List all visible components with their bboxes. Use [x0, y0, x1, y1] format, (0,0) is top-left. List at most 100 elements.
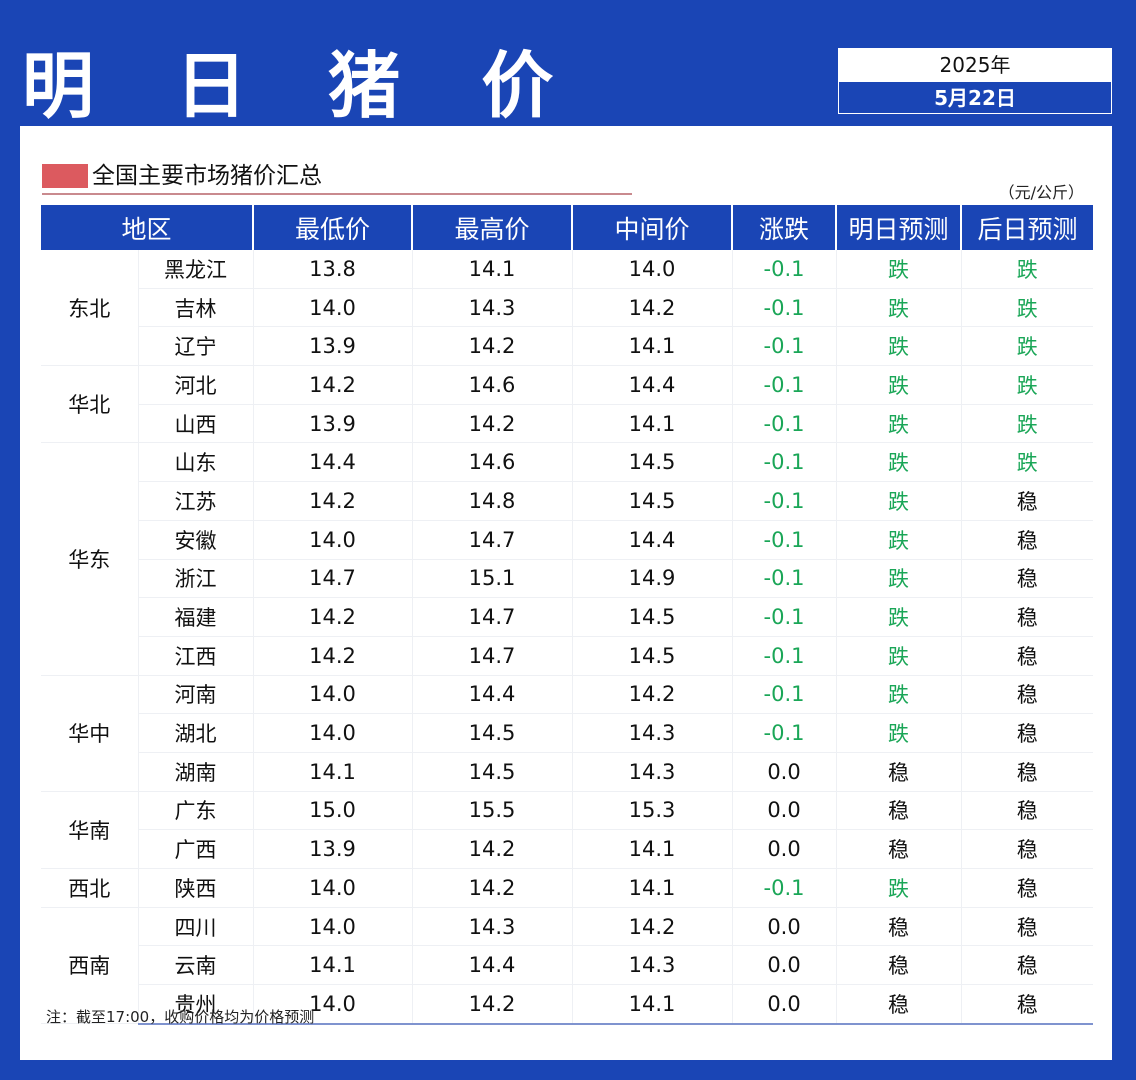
header-region: 地区 [41, 205, 254, 250]
dayafter-forecast-cell: 稳 [961, 559, 1094, 599]
table-row: 贵州 14.0 14.2 14.1 0.0 稳稳 [41, 984, 1094, 1025]
header-low: 最低价 [252, 205, 413, 250]
province-cell: 安徽 [138, 520, 254, 560]
header-mid: 中间价 [571, 205, 733, 250]
dayafter-forecast-cell: 稳 [961, 829, 1094, 869]
region-cell: 华北 [41, 365, 139, 444]
high-price-cell: 14.7 [412, 597, 573, 637]
high-price-cell: 14.2 [412, 868, 573, 908]
mid-price-cell: 14.4 [572, 365, 733, 405]
mid-price-cell: 14.9 [572, 559, 733, 599]
header-high: 最高价 [411, 205, 573, 250]
high-price-cell: 14.7 [412, 636, 573, 676]
low-price-cell: 13.9 [253, 404, 413, 444]
mid-price-cell: 14.0 [572, 250, 733, 289]
header-change: 涨跌 [731, 205, 837, 250]
change-cell: 0.0 [732, 907, 837, 947]
dayafter-forecast-cell: 稳 [961, 868, 1094, 908]
low-price-cell: 13.8 [253, 250, 413, 289]
province-cell: 辽宁 [138, 326, 254, 367]
mid-price-cell: 14.5 [572, 636, 733, 676]
table-row: 江苏 14.2 14.8 14.5 -0.1 跌稳 [41, 481, 1094, 521]
table-row: 西北 陕西 14.0 14.2 14.1 -0.1 跌稳 [41, 868, 1094, 908]
low-price-cell: 14.2 [253, 597, 413, 637]
table-header-row: 地区 最低价 最高价 中间价 涨跌 明日预测 后日预测 [41, 205, 1094, 250]
dayafter-forecast-cell: 稳 [961, 481, 1094, 521]
low-price-cell: 14.0 [253, 713, 413, 753]
dayafter-forecast-cell: 稳 [961, 597, 1094, 637]
high-price-cell: 14.3 [412, 907, 573, 947]
region-cell: 华东 [41, 442, 139, 676]
change-cell: -0.1 [732, 442, 837, 483]
change-cell: -0.1 [732, 326, 837, 367]
tomorrow-forecast-cell: 跌 [836, 713, 962, 753]
high-price-cell: 14.7 [412, 520, 573, 560]
change-cell: -0.1 [732, 520, 837, 560]
table-row: 湖北 14.0 14.5 14.3 -0.1 跌稳 [41, 713, 1094, 753]
tomorrow-forecast-cell: 跌 [836, 442, 962, 483]
high-price-cell: 14.5 [412, 713, 573, 753]
high-price-cell: 14.8 [412, 481, 573, 521]
mid-price-cell: 14.5 [572, 481, 733, 521]
table-row: 福建 14.2 14.7 14.5 -0.1 跌稳 [41, 597, 1094, 637]
table-row: 江西 14.2 14.7 14.5 -0.1 跌稳 [41, 636, 1094, 676]
table-row: 华中 河南 14.0 14.4 14.2 -0.1 跌稳 [41, 675, 1094, 792]
table-row: 云南 14.1 14.4 14.3 0.0 稳稳 [41, 945, 1094, 986]
tomorrow-forecast-cell: 跌 [836, 636, 962, 676]
mid-price-cell: 14.4 [572, 520, 733, 560]
mid-price-cell: 14.5 [572, 442, 733, 483]
table-row: 安徽 14.0 14.7 14.4 -0.1 跌稳 [41, 520, 1094, 560]
tomorrow-forecast-cell: 跌 [836, 481, 962, 521]
low-price-cell: 14.0 [253, 520, 413, 560]
table-row: 华北 河北 14.2 14.6 14.4 -0.1 跌跌 [41, 365, 1094, 444]
mid-price-cell: 14.5 [572, 597, 733, 637]
low-price-cell: 14.2 [253, 365, 413, 405]
region-cell: 华南 [41, 791, 139, 870]
province-cell: 江西 [138, 636, 254, 676]
change-cell: -0.1 [732, 868, 837, 908]
table-row: 浙江 14.7 15.1 14.9 -0.1 跌稳 [41, 559, 1094, 599]
dayafter-forecast-cell: 稳 [961, 945, 1094, 986]
date-year: 2025年 [838, 48, 1112, 82]
price-table: 地区 最低价 最高价 中间价 涨跌 明日预测 后日预测 东北 黑龙江 13.8 14.… [41, 205, 1094, 1025]
tomorrow-forecast-cell: 跌 [836, 868, 962, 908]
mid-price-cell: 14.1 [572, 326, 733, 367]
change-cell: -0.1 [732, 675, 837, 715]
high-price-cell: 14.2 [412, 404, 573, 444]
province-cell: 黑龙江 [138, 250, 254, 289]
table-row: 山西 13.9 14.2 14.1 -0.1 跌跌 [41, 404, 1094, 444]
dayafter-forecast-cell: 稳 [961, 520, 1094, 560]
province-cell: 山西 [138, 404, 254, 444]
tomorrow-forecast-cell: 稳 [836, 752, 962, 792]
low-price-cell: 13.9 [253, 829, 413, 869]
province-cell: 贵州 [138, 984, 254, 1025]
tomorrow-forecast-cell: 跌 [836, 404, 962, 444]
low-price-cell: 14.7 [253, 559, 413, 599]
province-cell: 湖北 [138, 713, 254, 753]
high-price-cell: 14.3 [412, 288, 573, 328]
change-cell: -0.1 [732, 597, 837, 637]
dayafter-forecast-cell: 稳 [961, 752, 1094, 792]
province-cell: 浙江 [138, 559, 254, 599]
dayafter-forecast-cell: 稳 [961, 791, 1094, 831]
mid-price-cell: 15.3 [572, 791, 733, 831]
province-cell: 四川 [138, 907, 254, 947]
table-row: 华东 山东 14.4 14.6 14.5 -0.1 跌跌 [41, 442, 1094, 676]
table-row: 西南 四川 14.0 14.3 14.2 0.0 稳稳 [41, 907, 1094, 1025]
mid-price-cell: 14.1 [572, 868, 733, 908]
province-cell: 河北 [138, 365, 254, 405]
high-price-cell: 14.4 [412, 675, 573, 715]
change-cell: -0.1 [732, 365, 837, 405]
mid-price-cell: 14.2 [572, 675, 733, 715]
low-price-cell: 14.4 [253, 442, 413, 483]
dayafter-forecast-cell: 稳 [961, 984, 1094, 1025]
change-cell: -0.1 [732, 250, 837, 289]
high-price-cell: 14.1 [412, 250, 573, 289]
low-price-cell: 14.1 [253, 945, 413, 986]
province-cell: 吉林 [138, 288, 254, 328]
low-price-cell: 14.0 [253, 288, 413, 328]
change-cell: -0.1 [732, 713, 837, 753]
low-price-cell: 14.0 [253, 675, 413, 715]
province-cell: 陕西 [138, 868, 254, 908]
change-cell: 0.0 [732, 829, 837, 869]
